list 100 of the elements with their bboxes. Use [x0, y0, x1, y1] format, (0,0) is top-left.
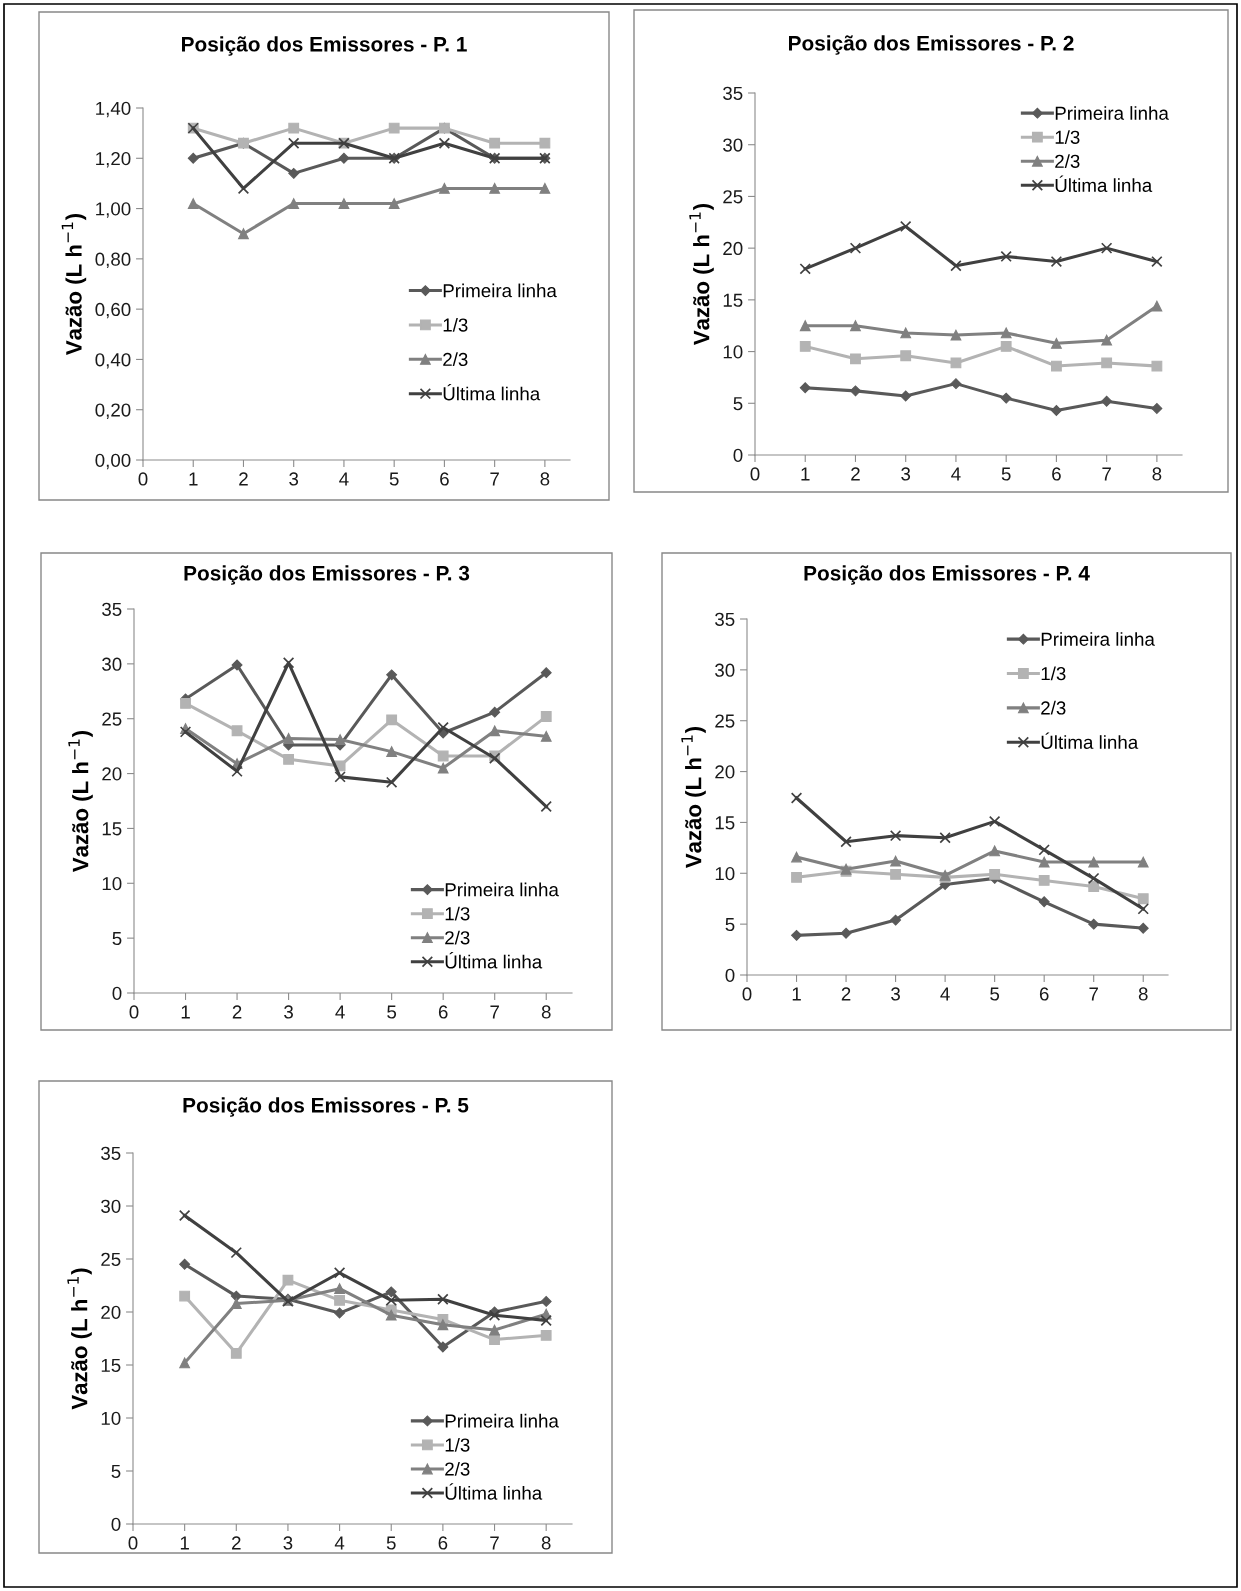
x-tick-label: 5	[1001, 467, 1011, 481]
legend-label: 2/3	[445, 1461, 470, 1476]
y-tick-label: 10	[715, 866, 735, 881]
y-tick-label: 0	[725, 968, 735, 982]
x-tick-label: 4	[335, 1005, 345, 1019]
x-tick-label: 7	[490, 1536, 499, 1550]
legend-label: 1/3	[1041, 666, 1066, 681]
x-tick-label: 3	[283, 1536, 293, 1550]
y-tick-label: 0	[111, 1517, 121, 1531]
y-tick-label: 1,40	[96, 101, 131, 118]
x-tick-label: 7	[1102, 467, 1111, 481]
y-tick-label: 0	[733, 448, 743, 462]
x-tick-label: 6	[440, 472, 449, 486]
chart-title: Posição dos Emissores - P. 5	[183, 1097, 469, 1117]
y-tick-label: 1,00	[96, 202, 131, 218]
legend-label: 2/3	[445, 930, 470, 945]
chart-title: Posição dos Emissores - P. 1	[182, 36, 467, 56]
legend-label: 2/3	[1041, 700, 1066, 715]
x-tick-label: 1	[792, 987, 801, 1001]
x-tick-label: 7	[1089, 987, 1098, 1001]
legend-label: Última linha	[1041, 732, 1139, 749]
y-tick-label: 35	[715, 612, 735, 626]
y-tick-label: 20	[723, 241, 743, 256]
legend-label: 1/3	[1055, 130, 1080, 144]
x-tick-label: 3	[284, 1005, 293, 1019]
x-tick-label: 2	[239, 472, 248, 486]
y-tick-label: 20	[102, 767, 122, 781]
y-tick-label: 30	[723, 138, 743, 152]
x-tick-label: 0	[742, 987, 752, 1001]
y-tick-label: 35	[102, 602, 122, 616]
y-tick-label: 15	[715, 816, 735, 830]
y-tick-label: 15	[102, 822, 122, 836]
y-tick-label: 25	[715, 714, 735, 728]
y-tick-label: 30	[715, 663, 735, 677]
x-tick-label: 8	[541, 1536, 551, 1550]
x-tick-label: 7	[490, 1005, 499, 1019]
legend-label: 1/3	[443, 317, 468, 332]
x-tick-label: 5	[386, 1536, 396, 1550]
y-axis-title: Vazão (L h$^{−1}$)	[67, 1268, 92, 1410]
y-tick-label: 0,20	[95, 403, 131, 419]
legend-label: 1/3	[445, 1437, 470, 1452]
legend-label: 2/3	[443, 352, 468, 367]
y-tick-label: 0,40	[95, 353, 131, 369]
x-tick-label: 8	[1152, 467, 1162, 481]
y-axis-title: Vazão (L h$^{−1}$)	[689, 204, 714, 346]
y-tick-label: 10	[101, 1411, 121, 1425]
legend-label: Última linha	[443, 383, 541, 401]
x-tick-label: 3	[891, 987, 900, 1001]
legend-label: Última linha	[445, 952, 543, 969]
x-tick-label: 3	[901, 467, 911, 481]
y-axis-title: Vazão (L h$^{−1}$)	[681, 727, 706, 869]
x-tick-label: 3	[289, 472, 299, 486]
y-tick-label: 25	[102, 712, 122, 726]
legend-label: Última linha	[1055, 175, 1153, 193]
y-tick-label: 30	[102, 657, 122, 671]
chart-title: Posição dos Emissores - P. 4	[804, 565, 1090, 585]
y-tick-label: 15	[101, 1358, 121, 1372]
y-tick-label: 0,80	[95, 252, 131, 269]
y-tick-label: 30	[101, 1199, 121, 1213]
y-tick-label: 5	[111, 1464, 121, 1478]
y-tick-label: 10	[723, 345, 743, 359]
y-tick-label: 35	[101, 1146, 121, 1160]
x-tick-label: 1	[181, 1005, 190, 1019]
x-tick-label: 8	[541, 1005, 551, 1019]
legend-label: Primeira linha	[445, 1413, 559, 1428]
x-tick-label: 5	[387, 1005, 397, 1019]
y-tick-label: 0,00	[95, 453, 131, 470]
y-tick-label: 1,20	[96, 151, 131, 168]
x-tick-label: 2	[841, 987, 851, 1001]
legend-label: 1/3	[445, 906, 470, 921]
x-tick-label: 8	[540, 472, 550, 486]
x-tick-label: 6	[1052, 467, 1061, 481]
x-tick-label: 5	[990, 987, 1000, 1001]
y-axis-title: Vazão (L h$^{−1}$)	[68, 731, 93, 873]
x-tick-label: 1	[801, 467, 810, 481]
x-tick-label: 6	[438, 1536, 448, 1550]
y-tick-label: 25	[101, 1252, 121, 1266]
legend-label: Primeira linha	[443, 283, 557, 298]
y-tick-label: 5	[733, 397, 743, 411]
y-axis-title: Vazão (L h$^{−1}$)	[61, 214, 87, 356]
x-tick-label: 4	[339, 472, 349, 486]
x-tick-label: 2	[851, 467, 860, 481]
x-tick-label: 4	[940, 987, 950, 1001]
legend-label: Primeira linha	[1055, 106, 1169, 120]
y-tick-label: 20	[101, 1305, 121, 1319]
legend-label: 2/3	[1055, 154, 1080, 168]
x-tick-label: 6	[1039, 987, 1049, 1001]
y-tick-label: 15	[723, 293, 743, 307]
legend-label: Primeira linha	[1041, 632, 1155, 646]
legend-label: Última linha	[445, 1483, 543, 1500]
x-tick-label: 0	[750, 467, 760, 481]
y-tick-label: 25	[723, 190, 743, 204]
x-tick-label: 2	[232, 1005, 242, 1019]
chart-title: Posição dos Emissores - P. 3	[184, 565, 470, 585]
x-tick-label: 4	[334, 1536, 345, 1550]
chart-title: Posição dos Emissores - P. 2	[789, 35, 1074, 55]
x-tick-label: 7	[490, 472, 499, 486]
y-tick-label: 10	[102, 876, 122, 891]
x-tick-label: 0	[138, 472, 148, 486]
x-tick-label: 1	[189, 472, 198, 486]
